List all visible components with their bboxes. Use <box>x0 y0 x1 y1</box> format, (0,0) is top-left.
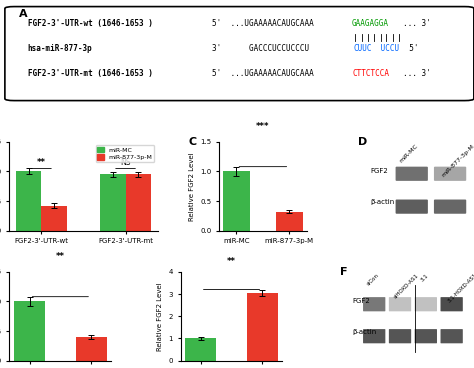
Text: ... 3': ... 3' <box>402 18 430 28</box>
Text: β-actin: β-actin <box>352 329 376 335</box>
Text: 5': 5' <box>400 44 419 53</box>
Text: NS: NS <box>120 158 131 167</box>
Text: GAAGAGGA: GAAGAGGA <box>352 18 389 28</box>
Text: FGF2-3'-UTR-wt (1646-1653 ): FGF2-3'-UTR-wt (1646-1653 ) <box>28 18 153 28</box>
Text: **: ** <box>56 252 65 261</box>
Text: UCCU: UCCU <box>376 44 399 53</box>
Text: siHOXD-AS1: siHOXD-AS1 <box>393 273 420 300</box>
Bar <box>276 212 303 231</box>
FancyBboxPatch shape <box>415 329 437 343</box>
Bar <box>247 293 278 361</box>
Bar <box>16 171 41 231</box>
FancyBboxPatch shape <box>440 297 463 311</box>
Text: miR-877-3p-M: miR-877-3p-M <box>441 144 474 178</box>
Text: F: F <box>340 268 347 277</box>
Text: FGF2-3'-UTR-mt (1646-1653 ): FGF2-3'-UTR-mt (1646-1653 ) <box>28 69 153 78</box>
FancyBboxPatch shape <box>434 199 466 214</box>
FancyBboxPatch shape <box>389 297 411 311</box>
FancyBboxPatch shape <box>389 329 411 343</box>
Text: FGF2: FGF2 <box>352 298 370 304</box>
Text: siCon: siCon <box>366 273 380 287</box>
Bar <box>185 339 216 361</box>
FancyBboxPatch shape <box>415 297 437 311</box>
FancyBboxPatch shape <box>440 329 463 343</box>
Text: D: D <box>358 137 367 147</box>
Text: 5'  ...UGAAAAACAUGCAAA: 5' ...UGAAAAACAUGCAAA <box>212 18 313 28</box>
Bar <box>76 337 107 361</box>
FancyBboxPatch shape <box>396 199 428 214</box>
Text: **: ** <box>37 158 46 167</box>
Text: 3.1: 3.1 <box>420 273 430 282</box>
Legend: miR-MC, miR-877-3p-M: miR-MC, miR-877-3p-M <box>95 145 155 162</box>
FancyBboxPatch shape <box>396 167 428 181</box>
Bar <box>14 301 45 361</box>
Y-axis label: Relative FGF2 Level: Relative FGF2 Level <box>157 282 163 351</box>
Bar <box>100 174 126 231</box>
Text: 3'      GACCCUCCUCCCU: 3' GACCCUCCUCCCU <box>212 44 309 53</box>
Text: 5'  ...UGAAAAACAUGCAAA: 5' ...UGAAAAACAUGCAAA <box>212 69 313 78</box>
Y-axis label: Relative FGF2 Level: Relative FGF2 Level <box>189 152 195 220</box>
Bar <box>41 206 67 231</box>
FancyBboxPatch shape <box>363 297 385 311</box>
Bar <box>126 174 151 231</box>
Bar <box>223 171 250 231</box>
Text: ***: *** <box>256 122 270 131</box>
Text: C: C <box>189 137 197 147</box>
Text: CUUC: CUUC <box>354 44 372 53</box>
Text: β-actin: β-actin <box>370 199 394 205</box>
Text: 3.1-HOXD-AS1: 3.1-HOXD-AS1 <box>447 273 474 304</box>
Text: **: ** <box>227 258 236 266</box>
Text: miR-MC: miR-MC <box>399 144 419 164</box>
FancyBboxPatch shape <box>434 167 466 181</box>
FancyBboxPatch shape <box>5 7 474 100</box>
FancyBboxPatch shape <box>363 329 385 343</box>
Text: FGF2: FGF2 <box>370 168 388 174</box>
Text: CTTCTCCA: CTTCTCCA <box>352 69 389 78</box>
Text: A: A <box>18 8 27 18</box>
Text: hsa-miR-877-3p: hsa-miR-877-3p <box>28 44 92 53</box>
Text: ... 3': ... 3' <box>402 69 430 78</box>
